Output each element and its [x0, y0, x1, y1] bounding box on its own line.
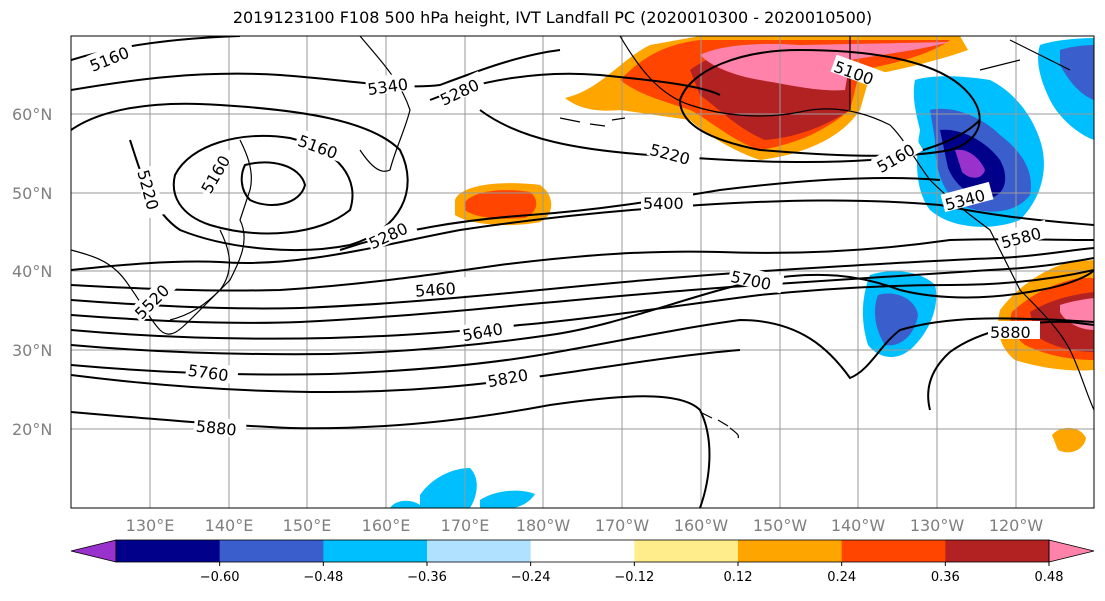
colorbar-tick-label: 0.24 — [827, 570, 856, 585]
colorbar-tick-label: −0.60 — [200, 570, 240, 585]
colorbar-extend-high — [1048, 539, 1095, 563]
contour-label: 5880 — [195, 417, 237, 440]
contour-label: 5880 — [990, 323, 1031, 342]
coastlines — [71, 36, 1094, 439]
contour-5220 — [479, 109, 981, 164]
lon-label: 160°W — [674, 516, 729, 535]
colorbar-cell — [323, 540, 428, 562]
contour-label: 5400 — [643, 194, 684, 213]
height-contours — [71, 36, 1094, 508]
coast-asia — [71, 139, 252, 335]
coast-aleutians — [559, 117, 626, 127]
negative-anomaly-east-pacific-core — [874, 293, 918, 346]
colorbar-tick-label: 0.12 — [724, 570, 753, 585]
longitude-labels: 130°E 140°E 150°E 160°E 170°E 180°W 170°… — [126, 516, 1044, 535]
colorbar-tick-label: −0.12 — [614, 570, 654, 585]
lon-label: 160°E — [362, 516, 411, 535]
colorbar-cell — [219, 540, 324, 562]
colorbar-cell — [634, 540, 739, 562]
map-frame — [70, 35, 1095, 509]
colorbar-tick-label: −0.24 — [511, 570, 551, 585]
map-layers: 5160 5340 5280 5160 5160 5220 5280 5220 … — [71, 36, 1094, 508]
contour-alaska-low — [678, 48, 981, 157]
colorbar-cell — [841, 540, 946, 562]
lon-label: 120°W — [989, 516, 1044, 535]
colorbar-cells — [70, 539, 1095, 563]
lat-label: 60°N — [12, 105, 52, 124]
colorbar-cell — [427, 540, 532, 562]
negative-anomaly-tropical-1 — [420, 468, 477, 508]
contour-low-ring-1 — [172, 134, 354, 235]
colorbar-cell — [530, 540, 635, 562]
contour-low-ring-2 — [71, 102, 409, 251]
contour-label: 5460 — [415, 279, 457, 301]
lon-label: 170°W — [595, 516, 650, 535]
contour-5820 — [71, 349, 741, 394]
contour-5520 — [71, 247, 1094, 310]
coast-kamchatka — [359, 36, 411, 172]
contour-5760 — [71, 317, 1094, 380]
lat-label: 50°N — [12, 184, 52, 203]
lon-label: 170°E — [441, 516, 490, 535]
lon-label: 140°W — [831, 516, 886, 535]
coast-alaska — [619, 36, 1094, 411]
colorbar-tick-label: −0.36 — [407, 570, 447, 585]
contour-5580 — [71, 257, 1094, 324]
lat-label: 40°N — [12, 262, 52, 281]
contour-5640 — [71, 269, 1094, 340]
positive-anomaly-central-core — [465, 190, 537, 219]
contour-5460 — [71, 238, 1094, 292]
contour-5880-east — [927, 320, 1094, 411]
contour-5160-top — [71, 36, 241, 61]
lon-label: 150°E — [283, 516, 332, 535]
lon-label: 180°W — [516, 516, 571, 535]
contour-5280-mid — [339, 177, 941, 251]
colorbar-ticks: −0.60 −0.48 −0.36 −0.24 −0.12 0.12 0.24 0.36 0.4… — [200, 562, 1064, 585]
positive-anomaly-alaska-max — [700, 42, 950, 91]
lon-label: 150°W — [753, 516, 808, 535]
colorbar-tick-label: 0.48 — [1035, 570, 1064, 585]
lon-label: 130°W — [910, 516, 965, 535]
colorbar-tick-label: 0.36 — [931, 570, 960, 585]
lat-label: 20°N — [12, 420, 52, 439]
negative-anomaly-pnw-max — [955, 149, 985, 178]
negative-anomaly-ne-core — [1060, 45, 1094, 100]
colorbar-cell — [116, 540, 221, 562]
positive-anomaly-tropical — [1052, 427, 1086, 453]
colorbar-tick-label: −0.48 — [303, 570, 343, 585]
colorbar-cell — [738, 540, 843, 562]
lat-label: 30°N — [12, 341, 52, 360]
contour-low-center — [240, 161, 307, 206]
contour-5400 — [71, 199, 1094, 271]
lon-label: 140°E — [205, 516, 254, 535]
map-title: 2019123100 F108 500 hPa height, IVT Land… — [232, 8, 873, 27]
negative-anomaly-tropical-2 — [390, 500, 420, 508]
negative-anomaly-tropical-3 — [480, 490, 535, 508]
latitude-labels: 60°N 50°N 40°N 30°N 20°N — [12, 105, 52, 439]
contour-5700 — [71, 269, 1094, 356]
lon-label: 130°E — [126, 516, 175, 535]
colorbar-extend-low — [70, 539, 117, 563]
colorbar: −0.60 −0.48 −0.36 −0.24 −0.12 0.12 0.24 0.36 0.4… — [70, 539, 1095, 585]
colorbar-outline — [115, 539, 1050, 563]
contour-5340 — [71, 49, 561, 91]
colorbar-cell — [945, 540, 1050, 562]
